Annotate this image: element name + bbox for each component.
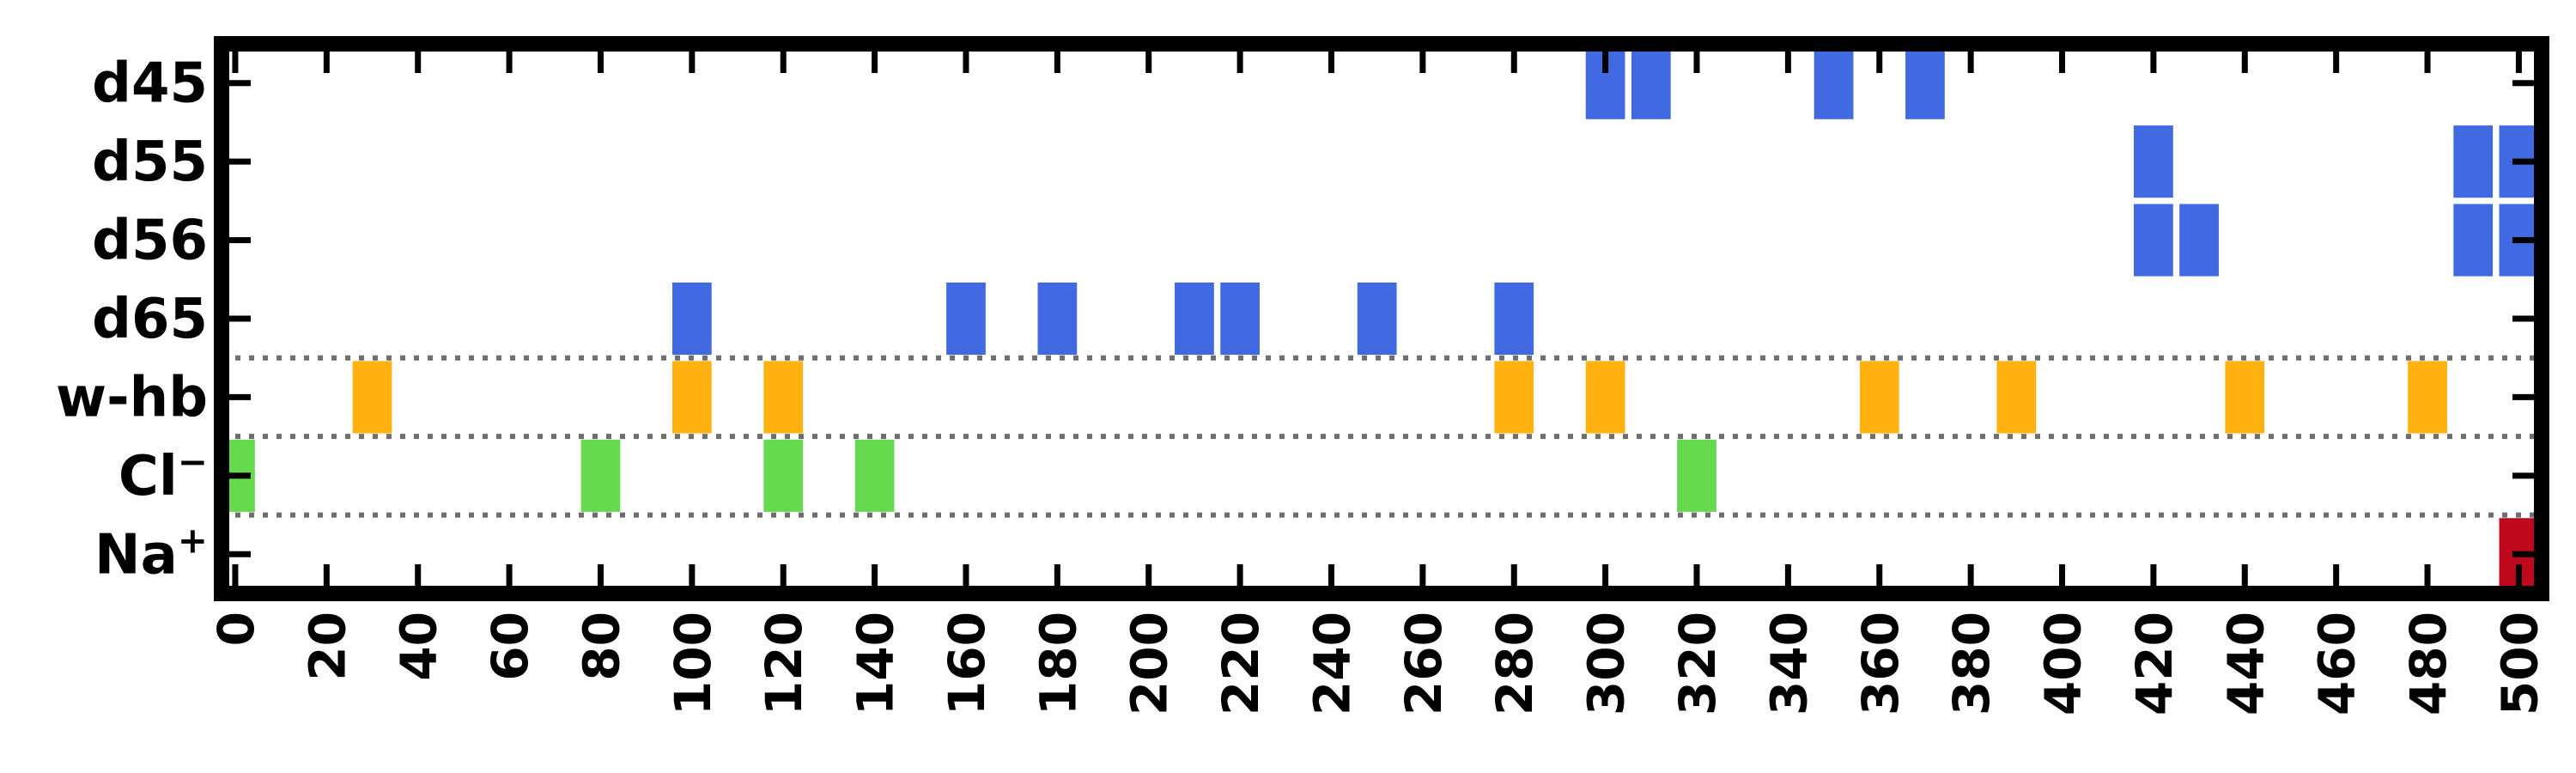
x-tick-label-20: 20 — [298, 612, 356, 681]
event-marker-w-hb-480 — [2408, 361, 2447, 434]
x-tick-label-400: 400 — [2034, 612, 2093, 715]
event-marker-w-hb-300 — [1585, 361, 1625, 434]
event-marker-d65-160 — [946, 282, 986, 356]
x-tick-labels: 0 20 40 60 80 100 120 140 160 180 200 220 240 260 280 3… — [207, 612, 2549, 715]
event-marker-d45-350 — [1814, 46, 1854, 119]
event-marker-d65-210 — [1175, 282, 1214, 356]
event-marker-w-hb-120 — [763, 361, 804, 434]
x-tick-label-460: 460 — [2308, 612, 2366, 715]
event-marker-w-hb-280 — [1494, 361, 1534, 434]
event-marker-d56-420 — [2134, 204, 2173, 277]
y-tick-label-d65: d65 — [92, 288, 208, 351]
y-tick-label-d56: d56 — [92, 210, 208, 273]
x-tick-label-200: 200 — [1121, 612, 1179, 715]
event-marker-cl-320 — [1677, 439, 1716, 512]
x-tick-label-180: 180 — [1029, 612, 1087, 715]
separator-lines — [222, 355, 2542, 518]
x-tick-label-320: 320 — [1668, 612, 1727, 715]
x-tick-label-220: 220 — [1212, 612, 1270, 715]
x-tick-label-440: 440 — [2216, 612, 2275, 715]
y-tick-label-na: Na+ — [94, 519, 208, 587]
x-tick-label-300: 300 — [1577, 612, 1636, 715]
event-marker-w-hb-440 — [2225, 361, 2265, 434]
event-marker-cl-120 — [763, 439, 804, 512]
y-tick-labels: d45 d55 d56 d65 w-hb Cl− Na+ — [56, 52, 208, 587]
x-tick-label-100: 100 — [664, 612, 722, 715]
x-tick-label-40: 40 — [390, 612, 448, 681]
x-tick-label-340: 340 — [1759, 612, 1818, 715]
y-tick-label-cl: Cl− — [118, 441, 208, 508]
event-markers — [216, 46, 2539, 591]
event-marker-w-hb-390 — [1996, 361, 2037, 434]
x-tick-label-120: 120 — [755, 612, 813, 715]
x-tick-label-360: 360 — [1851, 612, 1910, 715]
x-tick-label-60: 60 — [481, 612, 539, 681]
x-tick-label-500: 500 — [2490, 612, 2549, 715]
event-marker-d65-100 — [671, 282, 712, 356]
event-marker-d55-490 — [2453, 125, 2494, 198]
x-tick-label-0: 0 — [207, 612, 265, 646]
event-marker-w-hb-30 — [352, 361, 392, 434]
event-marker-d65-280 — [1494, 282, 1534, 356]
event-marker-w-hb-360 — [1859, 361, 1899, 434]
event-marker-cl-80 — [580, 439, 621, 512]
y-tick-label-w-hb: w-hb — [56, 366, 208, 429]
event-marker-d45-370 — [1905, 46, 1945, 119]
x-tick-label-140: 140 — [847, 612, 905, 715]
x-tick-label-160: 160 — [938, 612, 996, 715]
x-tick-label-420: 420 — [2125, 612, 2184, 715]
event-marker-w-hb-100 — [671, 361, 712, 434]
event-marker-d56-430 — [2179, 204, 2219, 277]
event-marker-d56-490 — [2453, 204, 2494, 277]
x-tick-label-280: 280 — [1485, 612, 1544, 715]
x-tick-label-380: 380 — [1942, 612, 2001, 715]
x-tick-label-240: 240 — [1303, 612, 1361, 715]
plot-frame — [214, 36, 2549, 601]
x-tick-label-80: 80 — [572, 612, 630, 681]
event-marker-d65-180 — [1037, 282, 1078, 356]
y-tick-label-d55: d55 — [92, 131, 208, 194]
event-marker-d55-420 — [2134, 125, 2173, 198]
event-marker-cl-140 — [854, 439, 895, 512]
event-marker-d45-310 — [1631, 46, 1671, 119]
event-marker-d65-250 — [1357, 282, 1397, 356]
event-marker-d65-220 — [1220, 282, 1260, 356]
x-tick-label-480: 480 — [2399, 612, 2458, 715]
x-tick-label-260: 260 — [1394, 612, 1453, 715]
y-tick-label-d45: d45 — [92, 52, 208, 116]
